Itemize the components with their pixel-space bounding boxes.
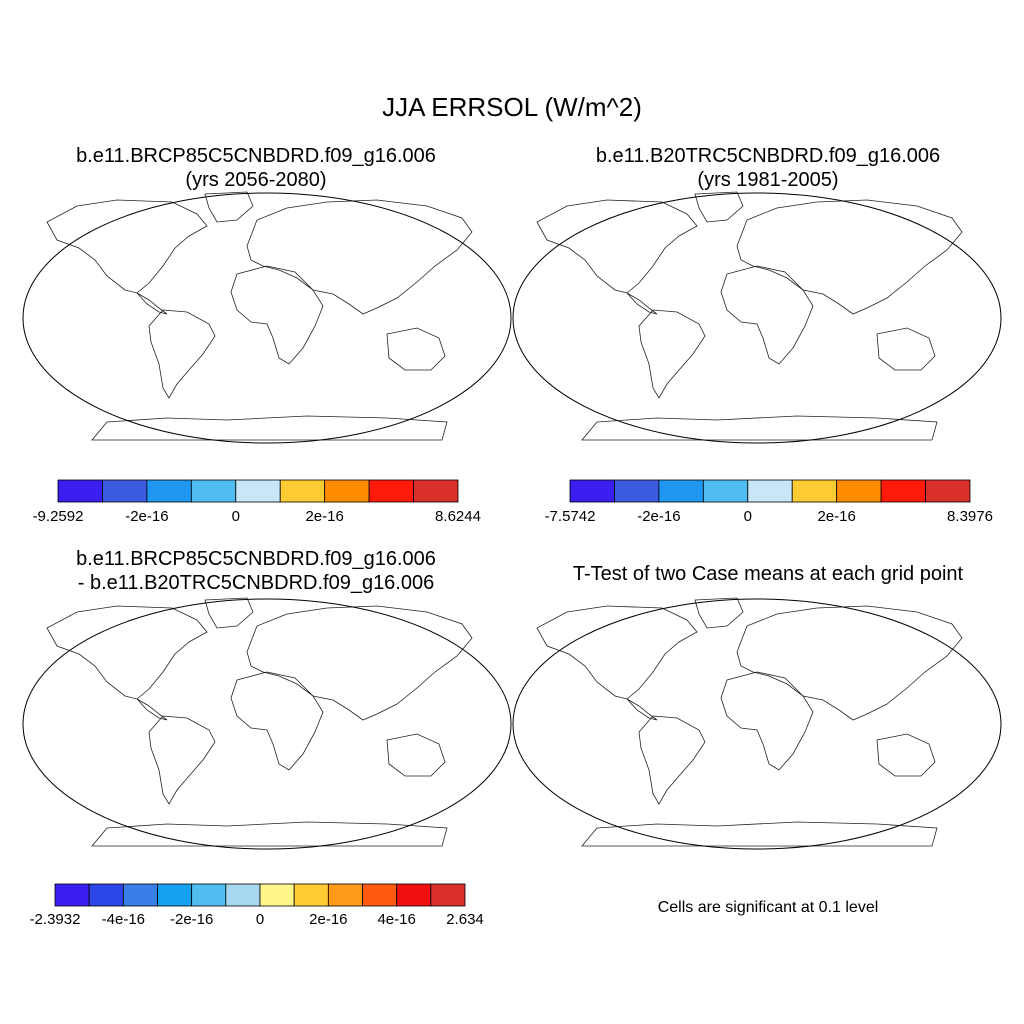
colorbar-swatch — [327, 883, 363, 907]
colorbar-tick-label: 2e-16 — [817, 508, 856, 525]
colorbar-swatch — [569, 479, 615, 503]
coastlines — [536, 597, 963, 847]
colorbar-2 — [569, 479, 971, 503]
colorbar-tick-label: -2e-16 — [637, 508, 681, 525]
significance-footnote: Cells are significant at 0.1 level — [657, 899, 879, 916]
colorbar-tick-label: 0 — [231, 508, 240, 525]
map-boundary — [512, 192, 1002, 444]
colorbar-swatch — [747, 479, 793, 503]
coastlines — [46, 191, 473, 441]
colorbar-swatch — [925, 479, 971, 503]
colorbar-swatch — [190, 479, 237, 503]
panel3-title-line1: b.e11.BRCP85C5CNBDRD.f09_g16.006 — [76, 548, 436, 570]
colorbar-swatch — [791, 479, 838, 503]
colorbar-swatch — [57, 479, 103, 503]
colorbar-tick-label: 0 — [743, 508, 752, 525]
colorbar-swatch — [88, 883, 124, 907]
colorbar-swatch — [157, 883, 193, 907]
coastlines — [46, 597, 473, 847]
colorbar-tick-label: -2.3932 — [29, 911, 81, 928]
colorbar-swatch — [259, 883, 295, 907]
colorbar-swatch — [658, 479, 704, 503]
colorbar-tick-label: -2e-16 — [169, 911, 214, 928]
coastlines — [536, 191, 963, 441]
colorbar-swatch — [293, 883, 329, 907]
colorbar-tick-label: 4e-16 — [377, 911, 416, 928]
colorbar-tick-label: 2e-16 — [309, 911, 348, 928]
panel2-map — [512, 191, 1002, 444]
colorbar-swatch — [102, 479, 148, 503]
colorbar-swatch — [235, 479, 281, 503]
colorbar-swatch — [368, 479, 414, 503]
colorbar-swatch — [279, 479, 326, 503]
colorbar-swatch — [836, 479, 882, 503]
panel3-title-line2: - b.e11.B20TRC5CNBDRD.f09_g16.006 — [77, 572, 435, 594]
map-boundary — [512, 598, 1002, 850]
panel1-title-line1: b.e11.BRCP85C5CNBDRD.f09_g16.006 — [76, 145, 436, 167]
colorbar-tick-label: 8.6244 — [435, 508, 481, 525]
panel3-title: b.e11.BRCP85C5CNBDRD.f09_g16.006 - b.e11… — [0, 547, 512, 595]
colorbar3-labels: -2.3932 -4e-16 -2e-16 0 2e-16 4e-16 2.634 — [0, 911, 512, 931]
colorbar-swatch — [122, 883, 158, 907]
panel1-map — [22, 191, 512, 444]
colorbar-tick-label: -7.5742 — [544, 508, 596, 525]
panel4-title: T-Test of two Case means at each grid po… — [512, 562, 1024, 586]
colorbar-swatch — [430, 883, 466, 907]
colorbar-swatch — [614, 479, 660, 503]
panel2-title-line1: b.e11.B20TRC5CNBDRD.f09_g16.006 — [595, 145, 941, 167]
map-boundary — [22, 192, 512, 444]
panel4-map — [512, 597, 1002, 850]
figure-title: JJA ERRSOL (W/m^2) — [382, 92, 642, 122]
colorbar-swatch — [54, 883, 90, 907]
colorbar-tick-label: -4e-16 — [101, 911, 146, 928]
colorbar-swatch — [413, 479, 459, 503]
panel2-title: b.e11.B20TRC5CNBDRD.f09_g16.006 (yrs 198… — [512, 144, 1024, 192]
colorbar-swatch — [191, 883, 227, 907]
panel4-title-line1: T-Test of two Case means at each grid po… — [572, 563, 964, 585]
colorbar-tick-label: 2e-16 — [305, 508, 344, 525]
panel3-map — [22, 597, 512, 850]
colorbar-tick-label: 0 — [255, 911, 265, 928]
panel2-title-line2: (yrs 1981-2005) — [697, 169, 839, 191]
colorbar-tick-label: 2.634 — [446, 911, 484, 928]
colorbar-tick-label: -2e-16 — [125, 508, 169, 525]
panel1-title: b.e11.BRCP85C5CNBDRD.f09_g16.006 (yrs 20… — [0, 144, 512, 192]
colorbar-1 — [57, 479, 459, 503]
colorbar-swatch — [225, 883, 261, 907]
colorbar-3 — [54, 883, 466, 907]
colorbar-swatch — [362, 883, 398, 907]
colorbar-tick-label: -9.2592 — [32, 508, 84, 525]
colorbar-swatch — [880, 479, 926, 503]
map-boundary — [22, 598, 512, 850]
colorbar-tick-label: 8.3976 — [947, 508, 993, 525]
colorbar-swatch — [396, 883, 432, 907]
colorbar-swatch — [702, 479, 749, 503]
colorbar1-labels: -9.2592 -2e-16 0 2e-16 8.6244 — [0, 508, 512, 528]
colorbar-swatch — [324, 479, 370, 503]
panel1-title-line2: (yrs 2056-2080) — [185, 169, 327, 191]
colorbar2-labels: -7.5742 -2e-16 0 2e-16 8.3976 — [0, 508, 1024, 528]
colorbar-swatch — [146, 479, 192, 503]
significance-cells — [537, 599, 962, 846]
